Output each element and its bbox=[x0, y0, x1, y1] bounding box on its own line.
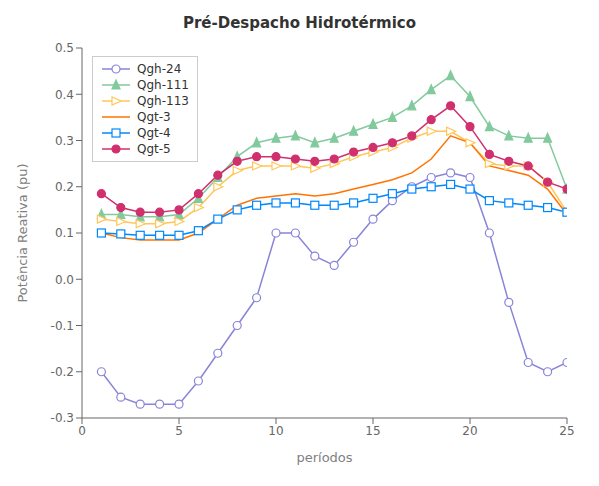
svg-text:15: 15 bbox=[365, 424, 380, 438]
svg-text:-0.1: -0.1 bbox=[51, 319, 74, 333]
svg-text:-0.2: -0.2 bbox=[51, 365, 74, 379]
html-text:Qgh-111: Qgh-111 bbox=[137, 78, 189, 92]
html-text:Qgt-5: Qgt-5 bbox=[137, 142, 171, 156]
svg-text:Potência Reativa (pu): Potência Reativa (pu) bbox=[15, 163, 30, 302]
svg-text:20: 20 bbox=[462, 424, 477, 438]
svg-text:0.2: 0.2 bbox=[55, 180, 74, 194]
html-text:Qgh-113: Qgh-113 bbox=[137, 94, 189, 108]
svg-text:0.5: 0.5 bbox=[55, 41, 74, 55]
svg-text:10: 10 bbox=[268, 424, 283, 438]
svg-text:0.4: 0.4 bbox=[55, 88, 74, 102]
svg-text:-0.3: -0.3 bbox=[51, 411, 74, 425]
html-text:Qgh-24: Qgh-24 bbox=[137, 62, 182, 76]
svg-text:25: 25 bbox=[559, 424, 574, 438]
html-text:Pré-Despacho Hidrotérmico: Pré-Despacho Hidrotérmico bbox=[182, 14, 417, 32]
html-text:Qgt-4: Qgt-4 bbox=[137, 126, 171, 140]
svg-text:0: 0 bbox=[78, 424, 86, 438]
svg-text:0.0: 0.0 bbox=[55, 273, 74, 287]
svg-text:períodos: períodos bbox=[296, 450, 352, 465]
html-text:Qgt-3: Qgt-3 bbox=[137, 110, 171, 124]
svg-text:0.3: 0.3 bbox=[55, 134, 74, 148]
svg-text:0.1: 0.1 bbox=[55, 226, 74, 240]
svg-text:5: 5 bbox=[175, 424, 183, 438]
